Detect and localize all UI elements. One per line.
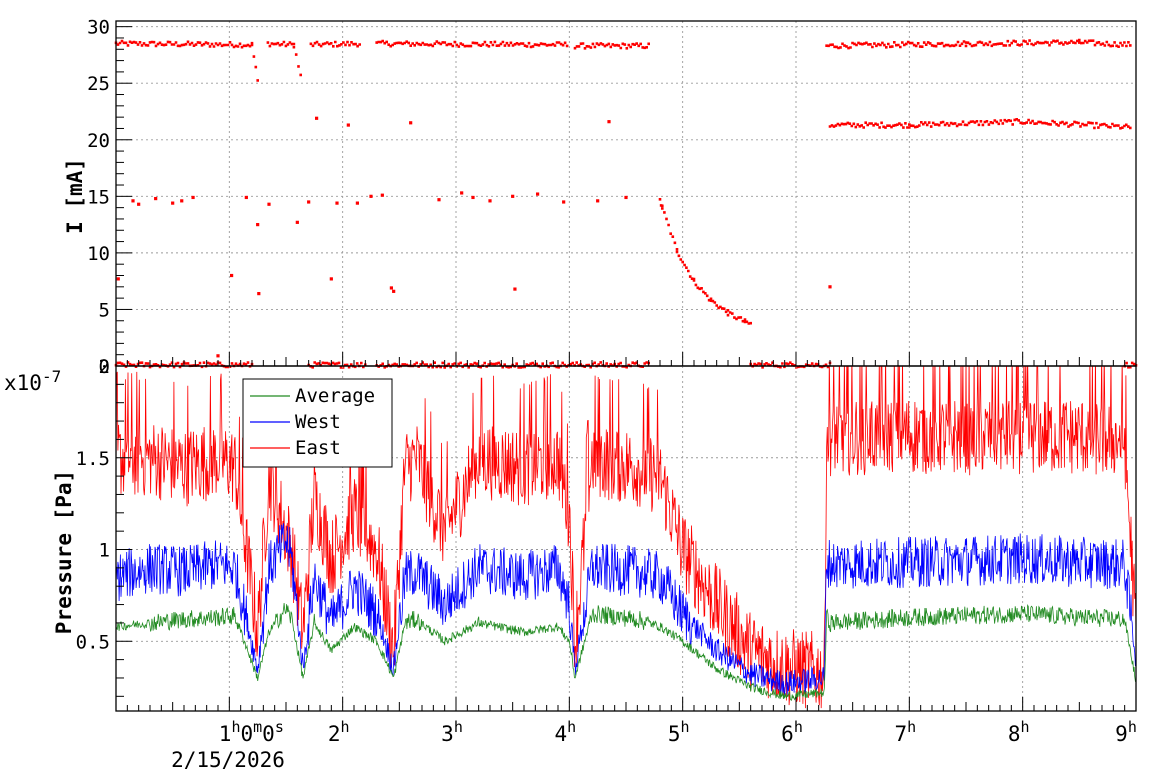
y-tick-label: 10: [87, 243, 110, 265]
current-point: [346, 123, 350, 127]
x-axis-labels: 1h​0m​0s​ 2h​ 3h​ 4h​ 5h​ 6h​ 7h​ 8h​ 9h​: [219, 718, 1137, 746]
current-point: [180, 199, 184, 203]
current-point: [315, 116, 319, 120]
current-grid: [116, 21, 1137, 366]
current-point: [471, 195, 475, 200]
current-segment: [307, 361, 367, 369]
x-date-label: 2/15/2026: [171, 748, 285, 772]
y-tick-label: 0: [99, 356, 110, 378]
current-point: [488, 199, 492, 203]
current-segment: [114, 39, 254, 49]
x-tick-label: 6h​: [781, 718, 803, 746]
legend-label: West: [295, 411, 341, 433]
current-segment: [250, 43, 259, 82]
current-frame: [115, 20, 1137, 367]
pressure-series-west: [116, 523, 1136, 696]
current-point: [389, 286, 393, 290]
x-tick-label: 3h​: [441, 718, 463, 746]
x-tick-label: 1h​0m​0s​: [219, 718, 284, 746]
y-tick-label: 5: [99, 299, 110, 321]
current-point: [624, 195, 628, 200]
current-point: [329, 277, 333, 281]
current-point: [369, 194, 373, 198]
pressure-exponent: x10-7: [4, 367, 61, 395]
current-point: [295, 220, 299, 224]
current-point: [596, 199, 600, 203]
current-segment: [825, 38, 1132, 50]
current-segment: [375, 39, 569, 49]
current-segment: [749, 361, 832, 369]
pressure-exponent-power: -7: [42, 367, 61, 386]
current-point: [267, 202, 271, 206]
current-segment: [828, 118, 1132, 130]
current-point: [230, 273, 234, 278]
current-panel: 0 5 10 15 20 25 30 I [mA]: [63, 17, 1138, 378]
current-point: [257, 292, 261, 296]
current-point: [392, 289, 396, 293]
current-point: [116, 277, 120, 281]
legend-box: [242, 378, 393, 468]
y-tick-label: 1: [99, 540, 110, 562]
pressure-series-east: [116, 366, 1136, 709]
current-point: [460, 191, 464, 195]
current-ticks: 0 5 10 15 20 25 30: [87, 17, 1137, 378]
y-tick-label: 30: [87, 17, 110, 39]
legend-label: East: [295, 437, 341, 459]
current-data: [114, 38, 1138, 369]
current-axis-title: I [mA]: [63, 158, 87, 234]
current-point: [335, 201, 339, 205]
current-point: [244, 195, 248, 200]
pressure-ticks: 0.5 1 1.5 2: [76, 356, 1137, 711]
current-point: [154, 196, 158, 201]
current-point: [216, 354, 220, 358]
current-point: [380, 193, 384, 197]
pressure-exponent-base: x10: [4, 371, 42, 395]
legend: Average West East: [242, 378, 393, 468]
pressure-panel: 0.5 1 1.5 2 Pressure [Pa] x10-7: [4, 356, 1137, 712]
x-tick-label: 8h​: [1008, 718, 1030, 746]
current-point: [256, 223, 260, 227]
current-segment: [266, 40, 296, 49]
y-tick-label: 0.5: [76, 631, 110, 653]
current-segment: [658, 198, 752, 325]
current-point: [409, 121, 413, 125]
pressure-axis-title: Pressure [Pa]: [52, 470, 76, 634]
current-segment: [1123, 361, 1138, 369]
x-tick-label: 7h​: [894, 718, 916, 746]
y-tick-label: 2: [99, 356, 110, 378]
legend-label: Average: [295, 385, 375, 407]
current-point: [562, 200, 566, 204]
pressure-series-average: [116, 602, 1136, 701]
current-point: [191, 195, 195, 200]
pressure-data: [116, 366, 1136, 709]
current-point: [355, 201, 359, 205]
current-point: [828, 285, 832, 289]
x-tick-label: 9h​: [1115, 718, 1137, 746]
current-point: [171, 201, 175, 205]
current-point: [437, 198, 441, 202]
current-point: [513, 287, 517, 291]
y-tick-label: 15: [87, 186, 110, 208]
current-point: [131, 199, 135, 203]
y-tick-label: 25: [87, 73, 110, 95]
x-tick-label: 5h​: [668, 718, 690, 746]
current-point: [137, 202, 141, 206]
current-segment: [573, 42, 650, 50]
y-tick-label: 20: [87, 130, 110, 152]
current-point: [536, 192, 540, 196]
x-tick-label: 2h​: [328, 718, 350, 746]
current-segment: [309, 40, 361, 48]
current-point: [307, 200, 311, 204]
current-point: [511, 194, 515, 198]
current-point: [607, 120, 611, 124]
y-tick-label: 1.5: [76, 448, 110, 470]
x-tick-label: 4h​: [554, 718, 576, 746]
